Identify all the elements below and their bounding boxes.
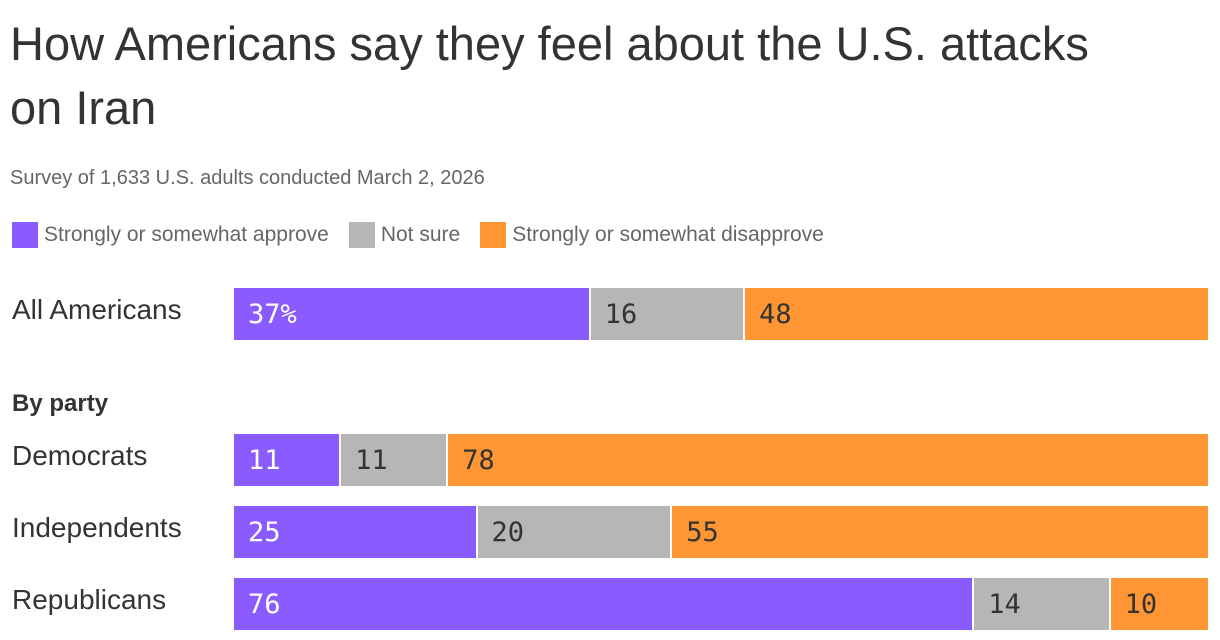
bar-row: 37% 16 48 [234, 288, 1208, 340]
legend-item-disapprove: Strongly or somewhat disapprove [480, 222, 824, 248]
legend: Strongly or somewhat approve Not sure St… [12, 222, 824, 248]
data-label: 25 [248, 516, 281, 548]
data-label: 14 [988, 588, 1021, 620]
legend-item-approve: Strongly or somewhat approve [12, 222, 329, 248]
bar-segment: 48 [745, 288, 1208, 340]
bar-row: 76 14 10 [234, 578, 1208, 630]
data-label: 11 [355, 444, 388, 476]
legend-label: Not sure [380, 223, 461, 246]
chart-subtitle: Survey of 1,633 U.S. adults conducted Ma… [10, 167, 485, 189]
chart-title: How Americans say they feel about the U.… [10, 17, 1089, 134]
data-label: 11 [248, 444, 281, 476]
data-label: 76 [248, 588, 281, 620]
legend-item-not-sure: Not sure [348, 222, 461, 248]
bar-segment: 25 [234, 506, 478, 558]
bar-segment: 11 [234, 434, 342, 486]
data-label: 20 [491, 516, 525, 548]
bar-segment: 10 [1110, 578, 1208, 630]
bar-row: 25 20 55 [234, 506, 1208, 558]
data-label: 37% [248, 298, 297, 330]
bar-segment: 16 [590, 288, 746, 340]
bar-segment: 55 [672, 506, 1208, 558]
bar-segment: 14 [974, 578, 1111, 630]
bar-segment: 78 [448, 434, 1208, 486]
legend-swatch [480, 222, 507, 248]
row-label-democrats: Democrats [12, 440, 148, 471]
data-label: 10 [1124, 588, 1158, 620]
bar-segment: 37% [234, 288, 591, 340]
legend-label: Strongly or somewhat approve [44, 223, 329, 246]
bar-row: 11 11 78 [234, 434, 1208, 486]
group-label: By party [12, 390, 109, 417]
data-label: 16 [604, 298, 638, 330]
data-label: 48 [759, 298, 792, 330]
bar-segment: 76 [234, 578, 975, 630]
row-label-republicans: Republicans [12, 584, 167, 615]
legend-swatch [348, 222, 375, 248]
data-label: 55 [686, 516, 719, 548]
data-label: 78 [462, 444, 495, 476]
row-label-independents: Independents [12, 512, 182, 543]
legend-swatch [12, 222, 38, 248]
bar-segment: 20 [477, 506, 673, 558]
bar-segment: 11 [341, 434, 449, 486]
legend-label: Strongly or somewhat disapprove [512, 223, 824, 246]
row-label-all-americans: All Americans [12, 294, 182, 325]
